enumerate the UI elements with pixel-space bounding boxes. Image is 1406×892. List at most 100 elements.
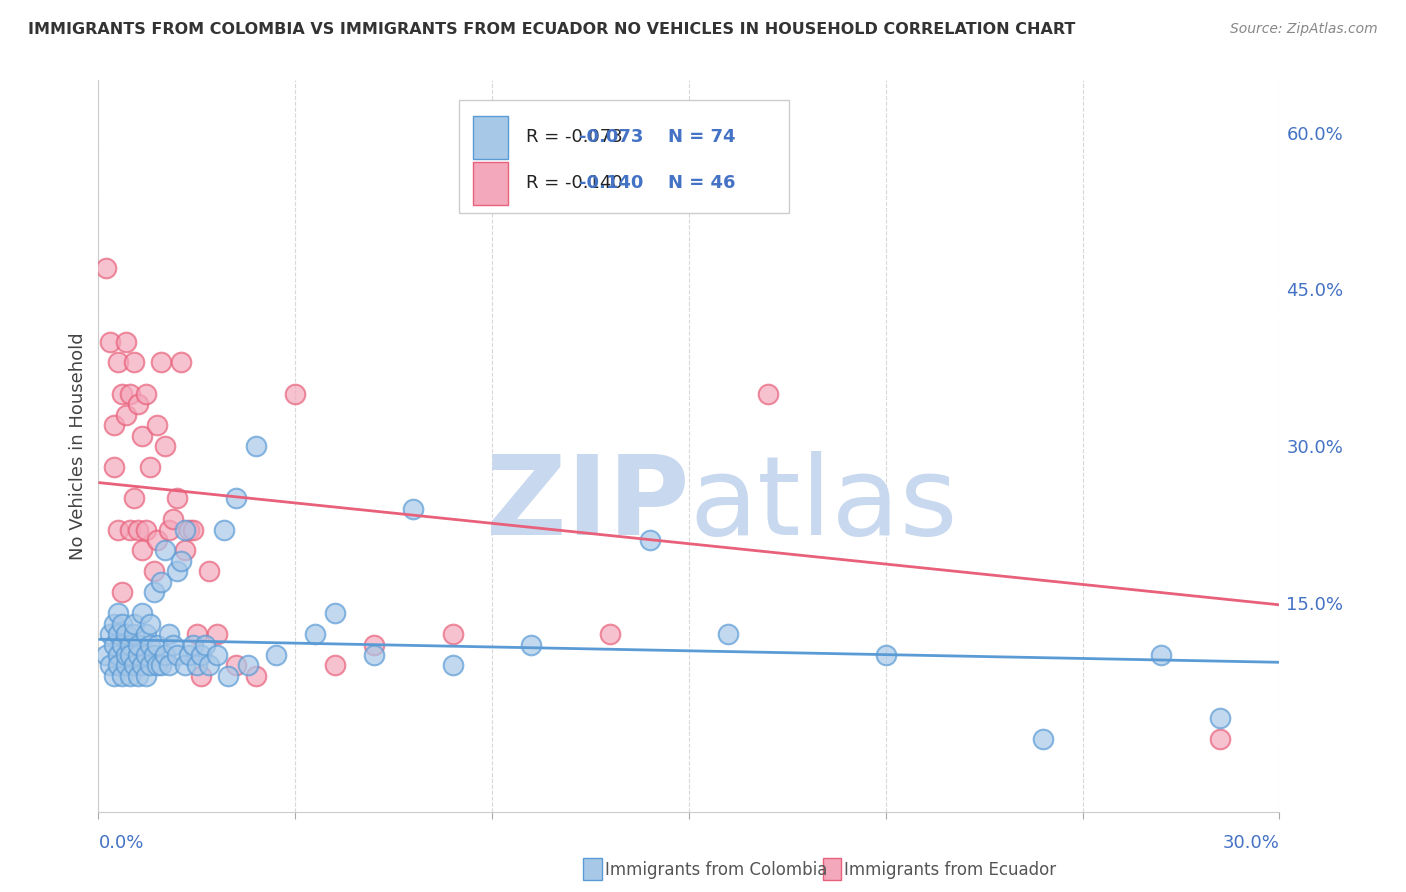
Point: [103, 638, 125, 652]
Text: R = -0.140: R = -0.140: [526, 175, 623, 193]
Point: [111, 585, 134, 599]
Point: [181, 638, 204, 652]
Point: [190, 648, 212, 662]
Point: [599, 627, 621, 641]
Point: [122, 616, 145, 631]
Point: [135, 669, 157, 683]
Point: [441, 658, 464, 673]
Point: [245, 439, 267, 453]
Point: [122, 355, 145, 369]
Y-axis label: No Vehicles in Household: No Vehicles in Household: [69, 332, 87, 560]
Point: [520, 638, 543, 652]
Point: [245, 669, 267, 683]
Point: [118, 638, 141, 652]
Text: -0.140: -0.140: [579, 175, 644, 193]
Point: [146, 418, 169, 433]
Point: [111, 616, 134, 631]
Point: [174, 543, 197, 558]
Point: [96, 648, 118, 662]
Point: [1209, 711, 1232, 725]
Point: [875, 648, 897, 662]
Point: [107, 648, 129, 662]
Point: [111, 638, 134, 652]
Point: [118, 523, 141, 537]
Point: [150, 658, 173, 673]
Point: [98, 334, 121, 349]
Point: [1150, 648, 1173, 662]
Text: Immigrants from Ecuador: Immigrants from Ecuador: [844, 861, 1056, 879]
Point: [135, 648, 157, 662]
Point: [103, 616, 125, 631]
Point: [155, 543, 177, 558]
Text: Source: ZipAtlas.com: Source: ZipAtlas.com: [1230, 22, 1378, 37]
Point: [142, 648, 165, 662]
Point: [115, 658, 138, 673]
Point: [107, 523, 129, 537]
Point: [363, 648, 385, 662]
Text: -0.073: -0.073: [579, 128, 644, 146]
Point: [115, 627, 138, 641]
Point: [127, 523, 149, 537]
Point: [205, 648, 228, 662]
Point: [155, 439, 177, 453]
Point: [118, 386, 141, 401]
Point: [115, 648, 138, 662]
Point: [118, 669, 141, 683]
Point: [1209, 731, 1232, 746]
Point: [177, 648, 200, 662]
Point: [225, 658, 247, 673]
Point: [1032, 731, 1054, 746]
Point: [264, 648, 287, 662]
FancyBboxPatch shape: [458, 100, 789, 213]
Point: [177, 523, 200, 537]
Point: [190, 669, 212, 683]
Point: [186, 658, 208, 673]
Point: [107, 606, 129, 620]
Point: [135, 627, 157, 641]
Point: [127, 669, 149, 683]
Point: [157, 627, 180, 641]
Point: [135, 386, 157, 401]
Point: [174, 523, 197, 537]
Point: [194, 638, 217, 652]
Point: [142, 585, 165, 599]
Text: R = -0.073: R = -0.073: [526, 128, 623, 146]
Point: [197, 658, 219, 673]
Point: [155, 648, 177, 662]
Point: [363, 638, 385, 652]
Point: [157, 658, 180, 673]
Point: [441, 627, 464, 641]
Point: [118, 648, 141, 662]
Point: [115, 334, 138, 349]
Point: [638, 533, 661, 547]
Point: [304, 627, 326, 641]
Point: [186, 627, 208, 641]
Point: [111, 386, 134, 401]
Point: [146, 658, 169, 673]
Point: [111, 669, 134, 683]
Point: [181, 523, 204, 537]
Point: [127, 648, 149, 662]
Point: [122, 658, 145, 673]
Point: [96, 261, 118, 276]
Point: [127, 638, 149, 652]
Text: atlas: atlas: [689, 451, 957, 558]
Text: Immigrants from Colombia: Immigrants from Colombia: [605, 861, 827, 879]
Point: [122, 627, 145, 641]
Point: [323, 606, 346, 620]
Point: [107, 658, 129, 673]
Point: [122, 491, 145, 506]
Point: [162, 638, 184, 652]
Point: [284, 386, 307, 401]
Point: [205, 627, 228, 641]
Point: [170, 554, 193, 568]
Point: [162, 512, 184, 526]
Point: [146, 533, 169, 547]
Point: [115, 408, 138, 422]
Point: [166, 565, 188, 579]
Text: 30.0%: 30.0%: [1223, 834, 1279, 852]
Text: 0.0%: 0.0%: [98, 834, 143, 852]
Point: [166, 648, 188, 662]
Point: [131, 543, 153, 558]
Point: [157, 523, 180, 537]
